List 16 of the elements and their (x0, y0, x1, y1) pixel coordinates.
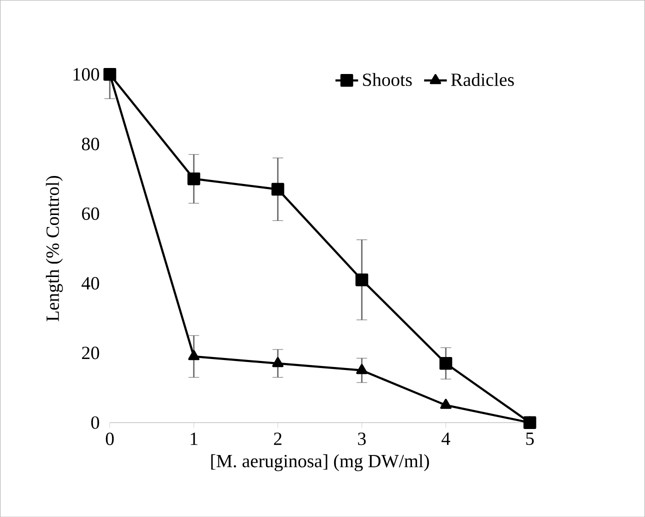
y-axis-title: Length (% Control) (46, 176, 63, 322)
legend-label: Radicles (451, 72, 514, 86)
x-tick-label: 3 (358, 432, 366, 445)
x-tick-label: 5 (526, 432, 534, 445)
x-axis-title: [M. aeruginosa] (mg DW/ml) (211, 454, 429, 472)
y-tick-label: 100 (74, 68, 100, 80)
y-tick-label: 0 (91, 416, 100, 429)
x-tick-label: 2 (274, 432, 282, 445)
y-tick-label: 60 (82, 207, 100, 220)
x-tick-label: 1 (190, 432, 198, 445)
y-tick-label: 80 (82, 138, 100, 150)
y-tick-label: 20 (82, 346, 100, 360)
legend-label: Shoots (363, 72, 412, 86)
x-tick-label: 4 (442, 432, 450, 445)
x-tick-label: 0 (106, 432, 114, 445)
y-tick-label: 40 (82, 276, 100, 290)
